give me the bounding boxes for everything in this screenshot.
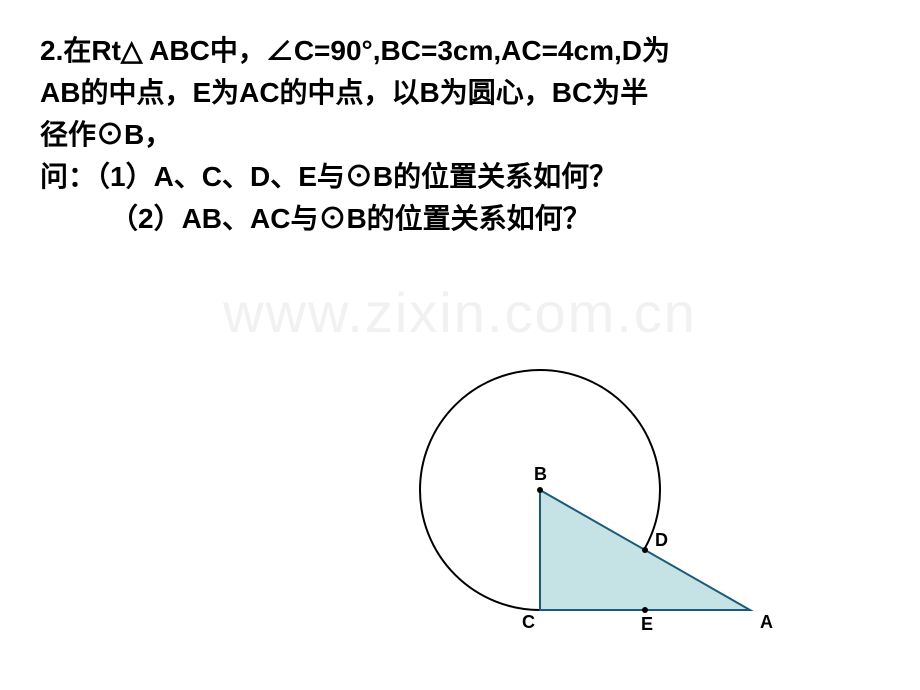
svg-text:A: A <box>760 612 773 632</box>
svg-text:D: D <box>655 530 668 550</box>
problem-line-4: 问：（1）A、C、D、E与⊙B的位置关系如何？ <box>40 156 880 198</box>
problem-line-3: 径作⊙B， <box>40 114 880 156</box>
svg-text:E: E <box>641 614 653 634</box>
problem-text-block: 2.在Rt△ ABC中，∠C=90°,BC=3cm,AC=4cm,D为 AB的中… <box>40 30 880 240</box>
svg-text:B: B <box>534 464 547 484</box>
problem-line-2: AB的中点，E为AC的中点，以B为圆心，BC为半 <box>40 72 880 114</box>
diagram-svg: B C A D E <box>380 340 800 660</box>
watermark-text: www.zixin.com.cn <box>0 280 920 345</box>
svg-text:C: C <box>522 612 535 632</box>
problem-line-1: 2.在Rt△ ABC中，∠C=90°,BC=3cm,AC=4cm,D为 <box>40 30 880 72</box>
problem-line-5: （2）AB、AC与⊙B的位置关系如何？ <box>40 198 880 240</box>
geometry-diagram: B C A D E <box>380 340 800 660</box>
